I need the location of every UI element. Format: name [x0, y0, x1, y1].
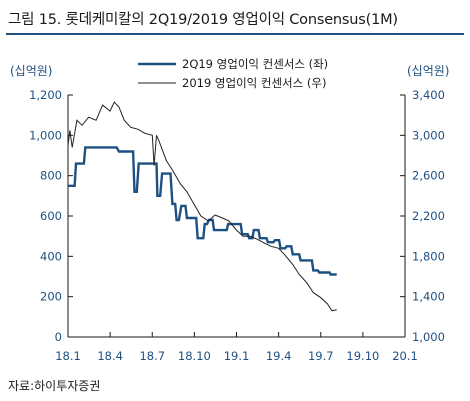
- x-tick-label: 18.4: [97, 349, 123, 363]
- left-tick-label: 600: [40, 209, 62, 223]
- series-line-2q19: [68, 146, 337, 276]
- right-tick-label: 2,600: [412, 169, 445, 183]
- right-tick-label: 1,400: [412, 290, 445, 304]
- x-tick-label: 18.10: [178, 349, 211, 363]
- left-tick-label: 1,000: [29, 128, 62, 142]
- left-tick-label: 0: [55, 330, 62, 344]
- x-tick-label: 19.7: [308, 349, 334, 363]
- figure-title: 그림 15. 롯데케미칼의 2Q19/2019 영업이익 Consensus(1…: [8, 12, 398, 28]
- legend-label: 2Q19 영업이익 컨센서스 (좌): [182, 57, 328, 71]
- x-tick-label: 19.1: [224, 349, 250, 363]
- right-tick-label: 2,200: [412, 209, 445, 223]
- right-axis-ticks: 1,000 1,400 1,800 2,200 2,600 3,000 3,400: [400, 88, 445, 344]
- title-underline: [6, 33, 464, 35]
- right-tick-label: 3,000: [412, 128, 445, 142]
- legend: 2Q19 영업이익 컨센서스 (좌) 2019 영업이익 컨센서스 (우): [138, 57, 328, 90]
- source-note: 자료:하이투자증권: [8, 379, 101, 393]
- chart-axes: [67, 95, 406, 338]
- right-tick-label: 1,000: [412, 330, 445, 344]
- x-tick-label: 20.1: [392, 349, 418, 363]
- left-tick-label: 400: [40, 249, 62, 263]
- left-tick-label: 800: [40, 169, 62, 183]
- left-axis-ticks: 0 200 400 600 800 1,000 1,200: [29, 88, 73, 344]
- left-tick-label: 200: [40, 290, 62, 304]
- series-lines: [67, 101, 337, 312]
- x-tick-label: 18.7: [139, 349, 165, 363]
- left-axis-unit: (십억원): [10, 64, 53, 78]
- right-tick-label: 1,800: [412, 249, 445, 263]
- right-tick-label: 3,400: [412, 88, 445, 102]
- legend-label: 2019 영업이익 컨센서스 (우): [182, 76, 326, 90]
- series-line-2019: [67, 101, 337, 312]
- x-tick-label: 18.1: [55, 349, 81, 363]
- x-axis-ticks: 18.1 18.4 18.7 18.10 19.1 19.4 19.7 19.10 20.1: [55, 332, 418, 363]
- left-tick-label: 1,200: [29, 88, 62, 102]
- right-axis-unit: (십억원): [407, 64, 450, 78]
- x-tick-label: 19.4: [266, 349, 292, 363]
- x-tick-label: 19.10: [346, 349, 379, 363]
